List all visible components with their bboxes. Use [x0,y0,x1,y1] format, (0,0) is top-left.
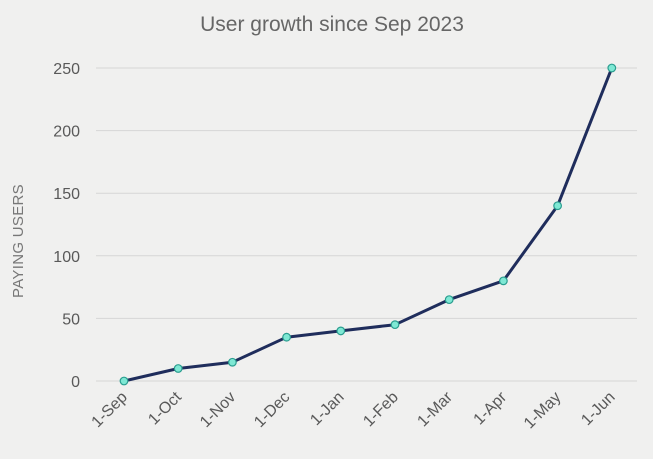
y-axis-ticks: 0 50 100 150 200 250 [53,61,80,391]
y-tick-label: 100 [53,249,80,266]
x-tick-label: 1-Sep [89,389,131,431]
y-tick-label: 200 [53,124,80,141]
y-tick-label: 0 [71,374,80,391]
x-tick-label: 1-Feb [360,389,402,431]
data-point [119,376,129,386]
data-point [227,357,237,367]
gridlines [96,67,637,382]
x-tick-label: 1-May [521,389,564,432]
x-tick-label: 1-Apr [471,388,511,428]
x-tick-label: 1-Oct [145,388,185,428]
data-point [173,364,183,373]
data-point [336,326,346,336]
data-point [553,201,562,211]
x-tick-label: 1-Jun [578,389,618,429]
x-axis-ticks: 1-Sep 1-Oct 1-Nov 1-Dec 1-Jan 1-Feb 1-Mar 1-Apr… [89,388,619,432]
data-point [282,332,292,342]
data-points [119,63,617,386]
data-point [499,276,508,286]
x-tick-label: 1-Mar [414,388,456,430]
y-tick-label: 250 [53,61,80,78]
x-tick-label: 1-Nov [197,389,239,431]
data-point [444,295,454,305]
series-line [122,66,614,383]
y-tick-label: 150 [53,186,80,203]
chart-title: User growth since Sep 2023 [200,13,464,36]
x-tick-label: 1-Dec [251,389,293,431]
data-point [390,320,400,330]
y-axis-label: PAYING USERS [10,184,27,298]
data-point [607,63,617,73]
x-tick-label: 1-Jan [307,389,347,429]
y-tick-label: 50 [62,311,80,328]
